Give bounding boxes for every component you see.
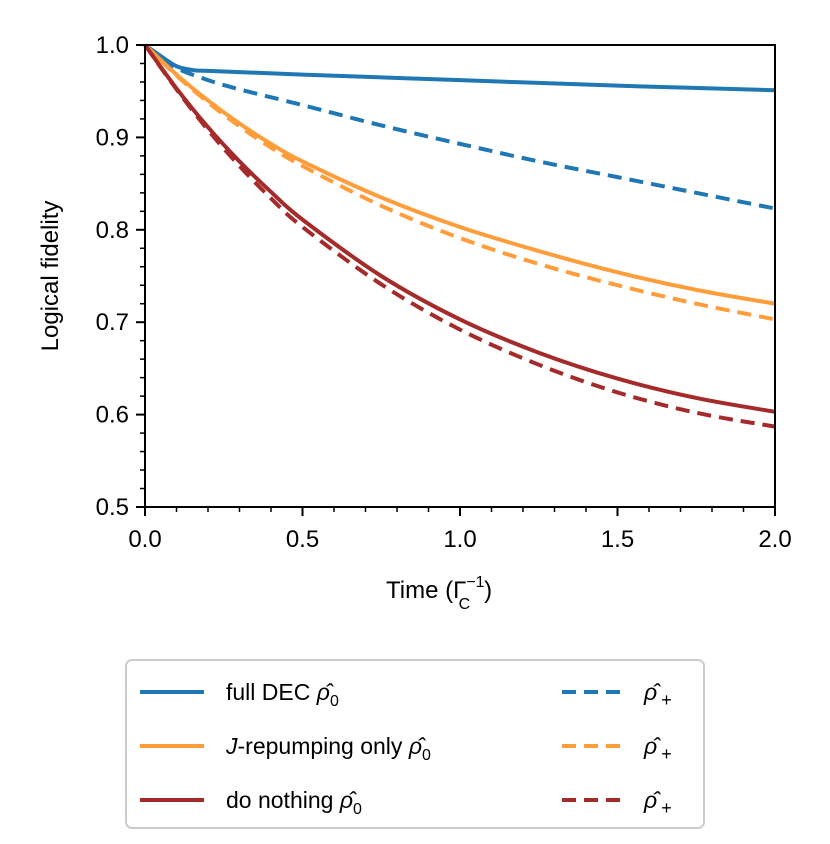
legend-label-left: full DEC ρ̂0 xyxy=(226,679,339,710)
y-tick-label: 0.9 xyxy=(96,124,129,151)
y-axis-label: Logical fidelity xyxy=(37,201,64,352)
y-axis-ticks: 0.5 0.6 0.7 0.8 0.9 1.0 xyxy=(96,32,145,521)
legend-box xyxy=(125,659,705,829)
x-axis-label: Time (Γ−1 C) xyxy=(386,574,492,613)
x-axis-label-sub: C xyxy=(459,596,471,613)
x-axis-label-close: ) xyxy=(484,577,492,604)
x-axis-label-main: Time (Γ xyxy=(386,577,466,604)
y-tick-label: 0.8 xyxy=(96,217,129,244)
x-tick-label: 0.0 xyxy=(128,526,161,553)
legend: full DEC ρ̂0 J-repumping only ρ̂0 do nothi… xyxy=(125,659,705,829)
x-tick-label: 1.0 xyxy=(443,526,476,553)
series-line-1 xyxy=(143,43,776,211)
y-tick-label: 1.0 xyxy=(96,32,129,59)
y-tick-label: 0.7 xyxy=(96,309,129,336)
y-tick-label: 0.6 xyxy=(96,402,129,429)
series-line-4 xyxy=(143,43,776,414)
series-line-0 xyxy=(143,43,776,93)
series-group xyxy=(143,43,776,429)
x-tick-label: 1.5 xyxy=(601,526,634,553)
x-axis-label-sup: −1 xyxy=(466,574,484,591)
plot-frame xyxy=(144,44,776,508)
x-tick-label: 2.0 xyxy=(758,526,791,553)
legend-label-right: ρ̂ + xyxy=(643,679,672,710)
legend-label-right: ρ̂ + xyxy=(643,733,672,764)
legend-label-left: do nothing ρ̂0 xyxy=(226,787,362,818)
legend-label-left: J-repumping only ρ̂0 xyxy=(225,733,431,764)
x-tick-label: 0.5 xyxy=(286,526,319,553)
legend-label-right: ρ̂ + xyxy=(643,787,672,818)
series-line-5 xyxy=(143,43,776,429)
x-axis-ticks: 0.0 0.5 1.0 1.5 2.0 xyxy=(128,507,792,553)
series-line-2 xyxy=(143,43,776,306)
y-tick-label: 0.5 xyxy=(96,494,129,521)
